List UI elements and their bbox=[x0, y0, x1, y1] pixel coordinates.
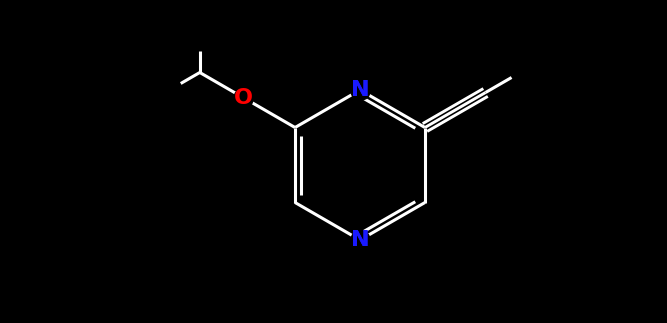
Text: N: N bbox=[351, 230, 370, 250]
Text: O: O bbox=[233, 88, 253, 108]
Text: N: N bbox=[351, 80, 370, 100]
Text: N: N bbox=[351, 80, 370, 100]
Text: N: N bbox=[351, 230, 370, 250]
